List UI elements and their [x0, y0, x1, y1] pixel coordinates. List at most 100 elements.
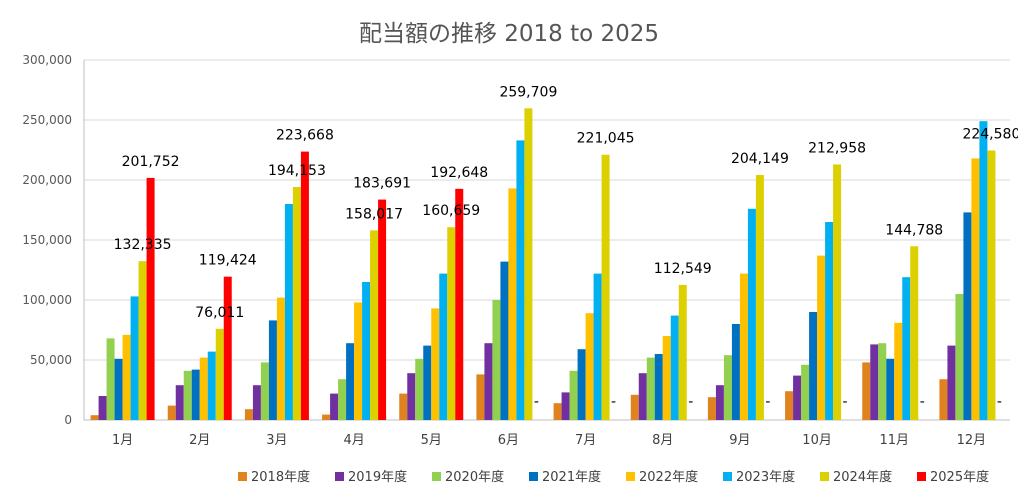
y-tick-label: 250,000	[22, 113, 72, 127]
bar	[646, 357, 655, 420]
data-label: -	[688, 394, 693, 410]
legend-label: 2019年度	[348, 469, 407, 485]
data-label: 112,549	[654, 261, 712, 277]
bar	[833, 164, 842, 420]
legend-label: 2020年度	[445, 469, 504, 485]
data-label: 224,580	[962, 127, 1018, 143]
y-tick-label: 0	[64, 413, 72, 427]
data-label: -	[920, 394, 925, 410]
bar	[601, 154, 610, 420]
bar	[910, 246, 919, 420]
bar	[569, 370, 578, 420]
bar	[215, 328, 224, 420]
bar	[244, 409, 253, 420]
bar	[801, 364, 810, 420]
bar	[268, 320, 277, 420]
x-category-label: 6月	[498, 433, 519, 448]
bar	[175, 385, 184, 420]
bar	[809, 312, 818, 420]
bar	[223, 276, 232, 420]
gridlines	[83, 59, 1010, 421]
x-category-label: 10月	[802, 433, 832, 448]
legend-swatch	[238, 472, 247, 481]
y-axis-ticks: 0 50,000 100,000 150,000 200,000 250,000 300,0…	[22, 53, 72, 427]
bar	[553, 403, 562, 420]
bar	[322, 414, 331, 420]
bar	[191, 369, 200, 420]
bar	[723, 355, 732, 420]
data-label: 144,788	[885, 222, 943, 238]
bar	[817, 255, 826, 420]
x-category-label: 4月	[343, 433, 364, 448]
legend-label: 2023年度	[736, 469, 795, 485]
legend-swatch	[626, 472, 635, 481]
data-label: 158,017	[345, 206, 403, 222]
x-category-label: 8月	[652, 433, 673, 448]
bar	[130, 296, 139, 420]
bar	[415, 358, 424, 420]
legend-swatch	[432, 472, 441, 481]
data-label: 76,011	[195, 305, 244, 321]
legend-swatch	[723, 472, 732, 481]
data-label: 223,668	[276, 128, 334, 144]
legend-swatch	[820, 472, 829, 481]
bar	[447, 227, 456, 420]
bar	[516, 140, 525, 420]
data-label: 204,149	[731, 151, 789, 167]
data-label: -	[534, 394, 539, 410]
bar	[439, 273, 448, 420]
data-label: 221,045	[577, 131, 635, 147]
legend-label: 2025年度	[930, 469, 989, 485]
bar	[886, 358, 895, 420]
data-label: 194,153	[268, 163, 326, 179]
bar	[362, 282, 371, 420]
bar	[707, 397, 716, 420]
bar	[755, 175, 764, 420]
bar	[284, 204, 293, 420]
y-tick-label: 100,000	[22, 293, 72, 307]
legend-swatch	[529, 472, 538, 481]
legend-label: 2022年度	[639, 469, 698, 485]
bar	[825, 222, 834, 420]
bar	[122, 334, 131, 420]
bars	[90, 108, 996, 421]
data-label: 201,752	[122, 154, 180, 170]
bar	[630, 394, 639, 420]
bar	[98, 396, 107, 420]
bar	[947, 345, 956, 420]
bar	[878, 343, 887, 420]
bar	[378, 199, 387, 420]
bar	[476, 374, 485, 420]
bar	[524, 108, 533, 421]
bar	[955, 294, 964, 420]
bar	[300, 151, 309, 421]
bar	[715, 385, 724, 420]
bar	[670, 315, 679, 420]
bar	[731, 324, 740, 420]
legend: 2018年度 2019年度 2020年度 2021年度 2022年度 2023年度 2024…	[238, 469, 989, 485]
bar	[146, 177, 155, 420]
x-category-label: 12月	[957, 433, 987, 448]
data-label: 192,648	[430, 165, 488, 181]
x-category-label: 11月	[879, 433, 909, 448]
bar	[338, 379, 347, 420]
data-label: -	[997, 394, 1002, 410]
bar	[106, 338, 115, 420]
bar	[252, 385, 261, 420]
bar	[939, 379, 948, 420]
bar	[894, 322, 903, 420]
x-category-label: 1月	[112, 433, 133, 448]
data-label: 183,691	[353, 176, 411, 192]
bar	[793, 375, 802, 420]
bar	[354, 302, 363, 420]
bar	[747, 208, 756, 420]
bar	[423, 345, 432, 420]
bar	[987, 150, 996, 420]
data-label: 259,709	[499, 84, 557, 100]
data-label: -	[843, 394, 848, 410]
x-category-label: 9月	[729, 433, 750, 448]
data-label: -	[611, 394, 616, 410]
bar	[862, 362, 871, 420]
bar	[593, 273, 602, 420]
